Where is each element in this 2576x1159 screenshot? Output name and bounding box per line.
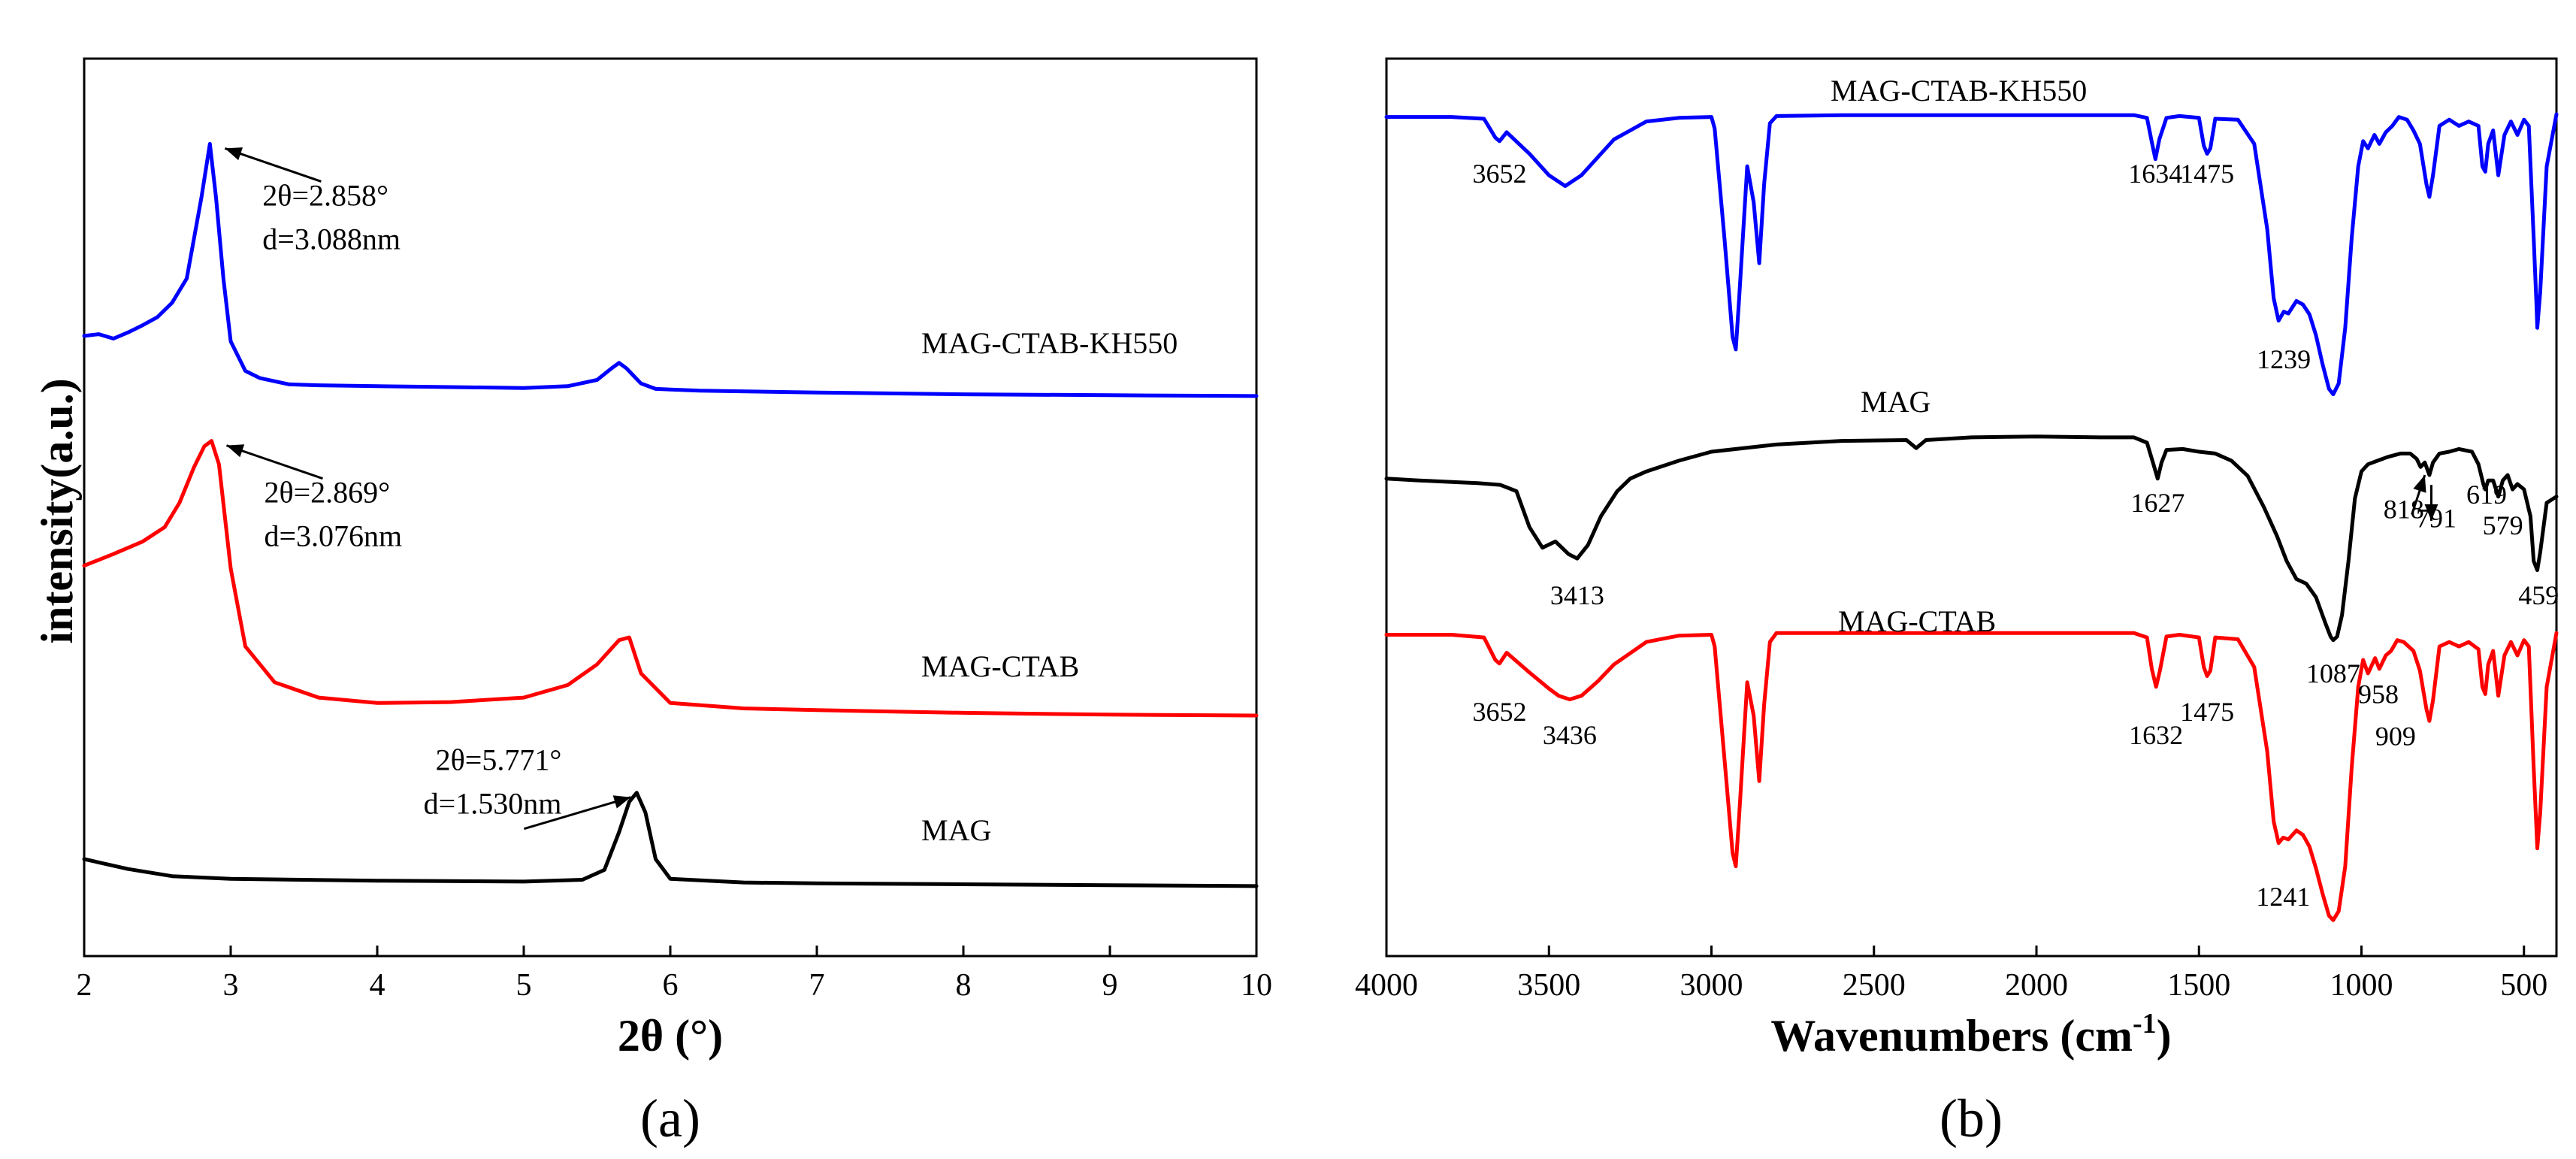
peak-label-mag-ctab-kh550-1634: 1634 xyxy=(2128,159,2182,189)
annotation-arrow-1 xyxy=(224,147,322,183)
chart-b-series-label-ctab: MAG-CTAB xyxy=(1838,604,1996,638)
peak-arrow-2-head xyxy=(2424,504,2438,521)
series-line-mag-ctab-kh550 xyxy=(1384,112,2559,397)
x-tick-label-6: 6 xyxy=(663,968,679,1003)
x-tick-label-9: 9 xyxy=(1102,968,1118,1003)
chart-a-annotations: 2θ=2.858° d=3.088nm 2θ=2.869° d=3.076nm 2θ=5… xyxy=(224,147,631,831)
series-line-mag-ctab xyxy=(82,439,1259,718)
x-tick-label-8: 8 xyxy=(956,968,972,1003)
chart-b-arrows xyxy=(2411,474,2438,521)
x-tick-label-1000: 1000 xyxy=(2330,968,2393,1003)
peak-label-mag-619: 619 xyxy=(2466,480,2507,510)
peak-label-mag-ctab-3436: 3436 xyxy=(1543,720,1597,750)
peak-label-mag-1627: 1627 xyxy=(2130,488,2184,518)
chart-b-x-axis-title-main: Wavenumbers (cm xyxy=(1770,1011,2133,1061)
chart-a-series-label-ctab: MAG-CTAB xyxy=(921,649,1079,683)
x-tick-label-2: 2 xyxy=(77,968,92,1003)
peak-label-mag-ctab-909: 909 xyxy=(2375,721,2416,751)
peak-arrow-1-head xyxy=(2413,475,2426,493)
peak-label-mag-3413: 3413 xyxy=(1550,580,1604,610)
chart-b-x-axis-title: Wavenumbers (cm-1) xyxy=(1770,1008,2171,1061)
peak-label-mag-ctab-1475: 1475 xyxy=(2180,697,2234,727)
x-tick-label-3500: 3500 xyxy=(1517,968,1580,1003)
annotation-spacing-1: d=3.088nm xyxy=(262,222,401,256)
peak-label-mag-ctab-kh550-1239: 1239 xyxy=(2257,344,2311,374)
chart-a: 2 3 4 5 6 7 8 9 10 2θ=2.858° d=3.088nm 2θ=2.869° d=… xyxy=(32,57,1272,1148)
peak-label-mag-ctab-958: 958 xyxy=(2358,679,2399,709)
series-line-mag-ctab xyxy=(1384,631,2559,922)
x-tick-label-7: 7 xyxy=(809,968,825,1003)
series-line-mag-ctab-kh550 xyxy=(82,141,1259,398)
annotation-angle-1: 2θ=2.858° xyxy=(262,178,389,212)
x-tick-label-2500: 2500 xyxy=(1843,968,1906,1003)
x-tick-label-3: 3 xyxy=(223,968,239,1003)
chart-a-series-label-mag: MAG xyxy=(921,813,991,847)
annotation-arrow-2 xyxy=(225,444,323,480)
chart-a-plot-frame xyxy=(83,57,1258,958)
peak-label-mag-1087: 1087 xyxy=(2306,658,2360,688)
chart-b-x-ticks: 4000 3500 3000 2500 2000 1500 1000 500 xyxy=(1355,946,2547,1003)
chart-b-series-label-mag: MAG xyxy=(1861,385,1930,419)
x-tick-label-3000: 3000 xyxy=(1680,968,1743,1003)
peak-label-mag-ctab-1241: 1241 xyxy=(2256,882,2310,912)
x-tick-label-500: 500 xyxy=(2500,968,2547,1003)
chart-a-x-ticks: 2 3 4 5 6 7 8 9 10 xyxy=(77,946,1272,1003)
x-tick-label-2000: 2000 xyxy=(2005,968,2068,1003)
x-tick-label-4: 4 xyxy=(370,968,385,1003)
chart-b-series xyxy=(1384,112,2559,922)
series-line-mag xyxy=(82,791,1259,888)
chart-b-peak-labels: 3652 163414751239341316271087818791619579… xyxy=(1473,159,2559,912)
peak-label-mag-ctab-kh550-3652: 3652 xyxy=(1473,159,1527,189)
chart-a-panel-label: (a) xyxy=(640,1088,700,1148)
chart-b-series-label-kh550: MAG-CTAB-KH550 xyxy=(1831,74,2087,107)
annotation-angle-2: 2θ=2.869° xyxy=(264,476,390,510)
chart-b-panel-label: (b) xyxy=(1940,1088,2003,1148)
chart-a-x-axis-title: 2θ (°) xyxy=(618,1011,723,1061)
chart-b-x-axis-title-end: ) xyxy=(2157,1011,2172,1061)
annotation-spacing-2: d=3.076nm xyxy=(264,519,402,553)
peak-label-mag-ctab-kh550-1475: 1475 xyxy=(2180,159,2234,189)
peak-label-mag-ctab-3652: 3652 xyxy=(1473,697,1527,727)
peak-label-mag-459: 459 xyxy=(2518,580,2559,610)
annotation-arrow-3 xyxy=(523,796,631,831)
x-tick-label-5: 5 xyxy=(516,968,532,1003)
x-tick-label-4000: 4000 xyxy=(1355,968,1418,1003)
x-tick-label-10: 10 xyxy=(1241,968,1272,1003)
annotation-spacing-3: d=1.530nm xyxy=(424,787,562,821)
chart-a-y-axis-title: intensity(a.u.) xyxy=(32,378,82,643)
chart-b-x-axis-title-superscript: -1 xyxy=(2133,1008,2157,1039)
series-line-mag xyxy=(1384,434,2559,643)
peak-label-mag-ctab-1632: 1632 xyxy=(2129,720,2183,750)
chart-a-series-label-kh550: MAG-CTAB-KH550 xyxy=(921,326,1178,360)
x-tick-label-1500: 1500 xyxy=(2167,968,2230,1003)
chart-b: 4000 3500 3000 2500 2000 1500 1000 500 3652 1634… xyxy=(1355,57,2559,1148)
chart-b-plot-frame xyxy=(1385,57,2558,958)
annotation-angle-3: 2θ=5.771° xyxy=(436,743,562,777)
peak-label-mag-579: 579 xyxy=(2483,510,2523,540)
chart-a-series xyxy=(82,141,1259,888)
